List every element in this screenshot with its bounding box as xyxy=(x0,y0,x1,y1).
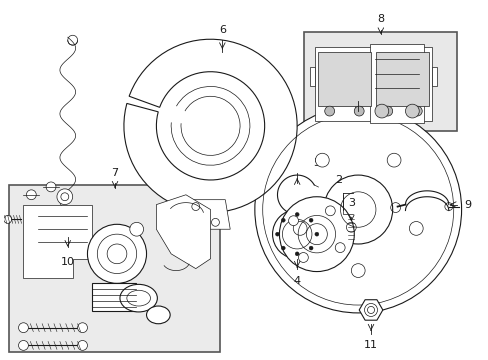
Bar xyxy=(431,67,436,86)
Circle shape xyxy=(78,323,87,333)
Circle shape xyxy=(19,341,28,350)
Circle shape xyxy=(405,104,418,118)
Text: 6: 6 xyxy=(219,25,225,35)
Circle shape xyxy=(353,106,364,116)
Circle shape xyxy=(295,212,299,216)
Circle shape xyxy=(293,221,306,235)
Circle shape xyxy=(26,190,36,200)
Circle shape xyxy=(308,218,312,222)
Bar xyxy=(92,283,136,311)
Circle shape xyxy=(78,341,87,350)
Polygon shape xyxy=(123,39,297,212)
Circle shape xyxy=(386,153,400,167)
Bar xyxy=(314,47,373,121)
Circle shape xyxy=(279,197,353,271)
Polygon shape xyxy=(23,204,92,278)
Circle shape xyxy=(374,104,388,118)
Circle shape xyxy=(382,106,392,116)
Bar xyxy=(367,67,372,86)
Text: 11: 11 xyxy=(363,339,377,350)
Text: 1: 1 xyxy=(354,86,361,96)
Bar xyxy=(317,52,370,106)
Bar xyxy=(369,44,423,123)
Text: 8: 8 xyxy=(377,14,384,24)
Text: 10: 10 xyxy=(61,257,75,267)
Polygon shape xyxy=(176,200,230,229)
Polygon shape xyxy=(359,300,382,320)
Circle shape xyxy=(323,175,392,244)
Circle shape xyxy=(314,232,318,236)
Text: 3: 3 xyxy=(347,198,354,208)
Circle shape xyxy=(87,224,146,283)
Circle shape xyxy=(281,218,285,222)
Polygon shape xyxy=(156,195,210,269)
Circle shape xyxy=(19,323,28,333)
Bar xyxy=(372,47,431,121)
Circle shape xyxy=(129,222,143,236)
Bar xyxy=(373,67,378,86)
Text: 9: 9 xyxy=(464,199,471,210)
Text: 5: 5 xyxy=(312,158,319,168)
Circle shape xyxy=(272,210,321,259)
Circle shape xyxy=(4,215,12,223)
Circle shape xyxy=(57,189,73,204)
Ellipse shape xyxy=(120,284,157,312)
Bar xyxy=(304,32,456,131)
Bar xyxy=(9,185,220,352)
Text: 4: 4 xyxy=(293,275,300,285)
Ellipse shape xyxy=(146,306,170,324)
Circle shape xyxy=(288,216,298,226)
Circle shape xyxy=(281,246,285,250)
Text: 7: 7 xyxy=(111,168,119,178)
Circle shape xyxy=(298,253,308,262)
Circle shape xyxy=(335,243,345,253)
Circle shape xyxy=(46,182,56,192)
Text: 2: 2 xyxy=(334,175,342,185)
Bar xyxy=(309,67,314,86)
Circle shape xyxy=(315,153,328,167)
Circle shape xyxy=(254,106,461,313)
Circle shape xyxy=(295,252,299,256)
Circle shape xyxy=(308,246,312,250)
Circle shape xyxy=(324,106,334,116)
Circle shape xyxy=(408,221,422,235)
Circle shape xyxy=(411,106,421,116)
Bar xyxy=(375,52,428,106)
Circle shape xyxy=(275,232,279,236)
Circle shape xyxy=(325,206,335,216)
Circle shape xyxy=(350,264,365,278)
